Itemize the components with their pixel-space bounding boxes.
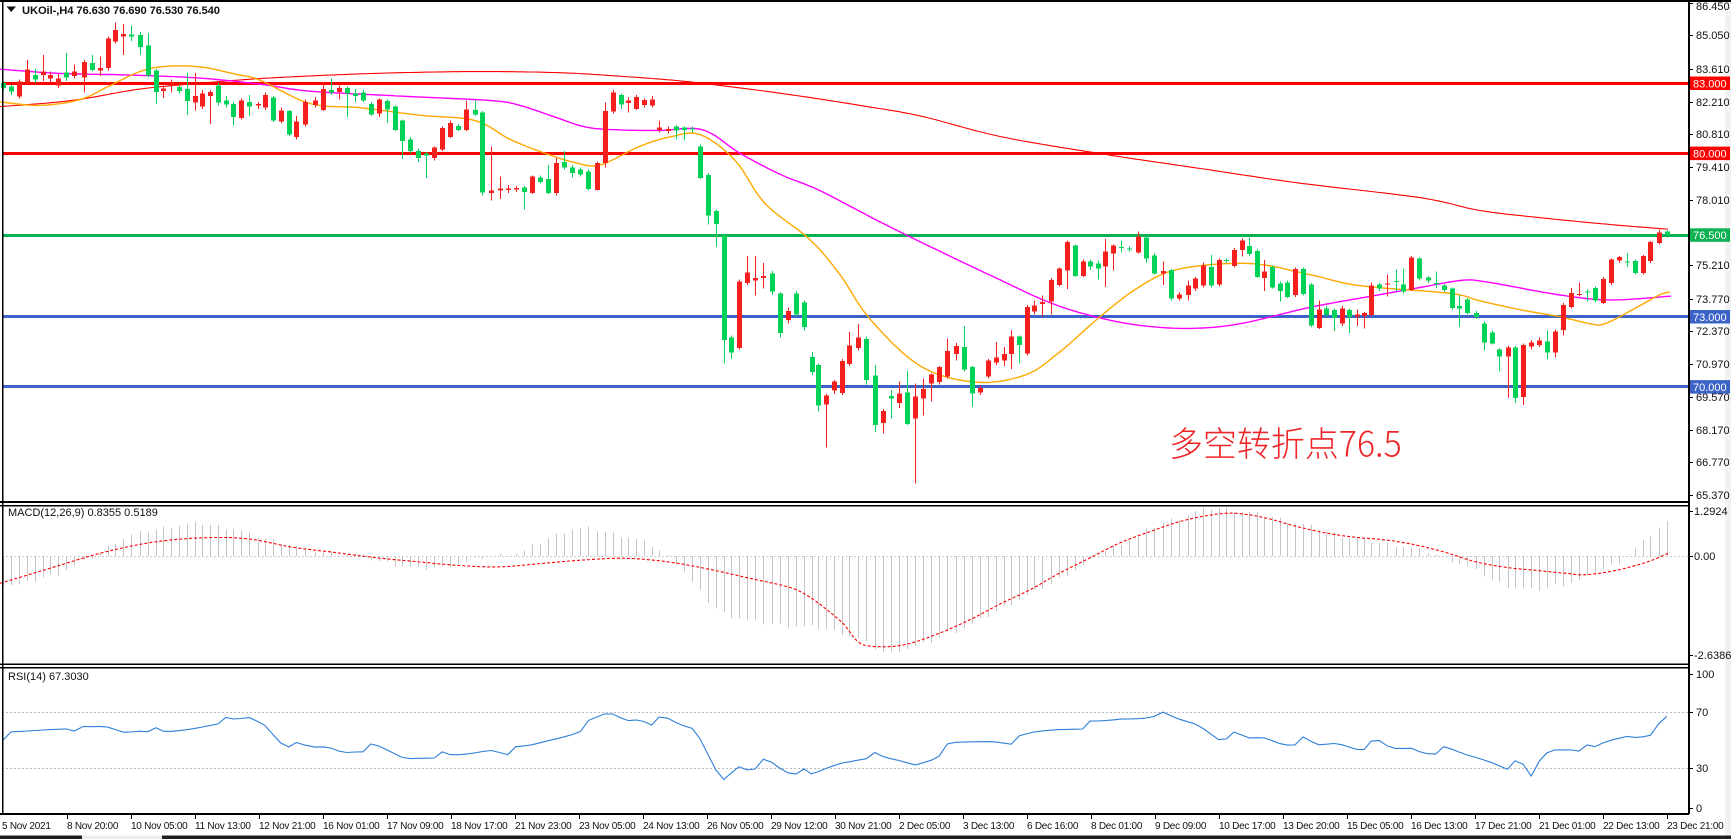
svg-text:30 Nov 21:00: 30 Nov 21:00 [835,821,892,832]
svg-text:79.410: 79.410 [1696,162,1730,174]
svg-text:16 Dec 13:00: 16 Dec 13:00 [1411,821,1468,832]
svg-text:70.970: 70.970 [1696,359,1730,371]
svg-text:22 Dec 13:00: 22 Dec 13:00 [1603,821,1660,832]
svg-text:83.610: 83.610 [1696,64,1730,76]
svg-text:85.050: 85.050 [1696,30,1730,42]
svg-text:17 Dec 21:00: 17 Dec 21:00 [1475,821,1532,832]
svg-text:24 Nov 13:00: 24 Nov 13:00 [643,821,700,832]
svg-text:73.000: 73.000 [1693,312,1727,324]
svg-text:100: 100 [1696,669,1714,681]
svg-text:80.000: 80.000 [1693,149,1727,161]
svg-text:69.570: 69.570 [1696,392,1730,404]
svg-text:72.370: 72.370 [1696,326,1730,338]
svg-text:MACD(12,26,9) 0.8355 0.5189: MACD(12,26,9) 0.8355 0.5189 [8,507,158,519]
svg-text:-2.6386: -2.6386 [1694,650,1731,662]
svg-text:26 Nov 05:00: 26 Nov 05:00 [707,821,764,832]
svg-text:83.000: 83.000 [1693,78,1727,90]
svg-text:11 Nov 13:00: 11 Nov 13:00 [195,821,251,832]
svg-text:UKOil-,H4 76.630 76.690 76.53: UKOil-,H4 76.630 76.690 76.530 76.540 [22,5,220,17]
svg-text:66.770: 66.770 [1696,457,1730,469]
svg-text:8 Dec 01:00: 8 Dec 01:00 [1091,821,1143,832]
svg-text:21 Nov 23:00: 21 Nov 23:00 [515,821,572,832]
svg-text:82.210: 82.210 [1696,97,1730,109]
svg-text:29 Nov 12:00: 29 Nov 12:00 [771,821,828,832]
svg-text:0.00: 0.00 [1694,551,1715,563]
svg-text:80.810: 80.810 [1696,129,1730,141]
svg-text:2 Dec 05:00: 2 Dec 05:00 [899,821,951,832]
svg-text:23 Dec 21:00: 23 Dec 21:00 [1667,821,1724,832]
svg-text:73.770: 73.770 [1696,294,1730,306]
svg-text:70.000: 70.000 [1693,382,1727,394]
svg-text:12 Nov 21:00: 12 Nov 21:00 [259,821,316,832]
svg-text:10 Dec 17:00: 10 Dec 17:00 [1219,821,1276,832]
svg-text:86.450: 86.450 [1696,1,1730,13]
svg-text:68.170: 68.170 [1696,425,1730,437]
svg-text:75.210: 75.210 [1696,260,1730,272]
svg-text:6 Dec 16:00: 6 Dec 16:00 [1027,821,1079,832]
svg-text:23 Nov 05:00: 23 Nov 05:00 [579,821,636,832]
svg-text:3 Dec 13:00: 3 Dec 13:00 [963,821,1015,832]
svg-text:18 Nov 17:00: 18 Nov 17:00 [451,821,508,832]
svg-text:65.370: 65.370 [1696,490,1730,502]
svg-text:21 Dec 01:00: 21 Dec 01:00 [1539,821,1596,832]
svg-text:1.2924: 1.2924 [1694,506,1728,518]
svg-text:16 Nov 01:00: 16 Nov 01:00 [323,821,380,832]
svg-text:76.500: 76.500 [1693,230,1727,242]
svg-text:15 Dec 05:00: 15 Dec 05:00 [1347,821,1404,832]
svg-text:70: 70 [1696,707,1708,719]
svg-text:9 Dec 09:00: 9 Dec 09:00 [1155,821,1207,832]
svg-text:RSI(14) 67.3030: RSI(14) 67.3030 [8,671,89,683]
svg-text:10 Nov 05:00: 10 Nov 05:00 [131,821,188,832]
svg-text:17 Nov 09:00: 17 Nov 09:00 [387,821,444,832]
svg-text:8 Nov 20:00: 8 Nov 20:00 [67,821,119,832]
svg-text:5 Nov 2021: 5 Nov 2021 [2,821,51,832]
svg-text:0: 0 [1696,803,1702,815]
svg-text:78.010: 78.010 [1696,195,1730,207]
svg-text:13 Dec 20:00: 13 Dec 20:00 [1283,821,1340,832]
svg-text:30: 30 [1696,763,1708,775]
